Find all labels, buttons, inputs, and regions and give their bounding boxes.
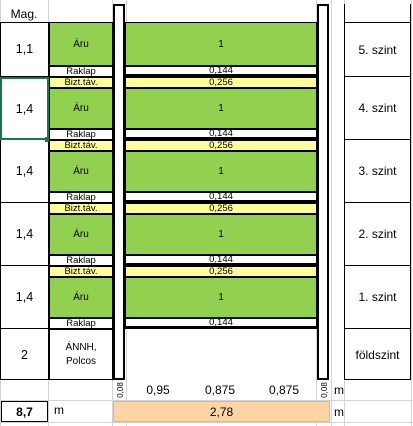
width-total[interactable]: 2,78 — [113, 401, 330, 422]
height-total-unit: m — [54, 403, 64, 417]
bizt-value-1: 0,256 — [125, 266, 317, 277]
szint-1: 1. szint — [344, 266, 411, 329]
raklap-label-1: Raklap — [49, 318, 113, 329]
mag-header: Mag. — [10, 6, 38, 21]
raklap-label-2: Raklap — [49, 255, 113, 266]
height-cell-1[interactable]: 1,4 — [0, 266, 49, 329]
raklap-value-2: 0,144 — [125, 255, 317, 265]
raklap-label-3: Raklap — [49, 192, 113, 203]
beam-5 — [125, 74, 317, 77]
bizt-value-4: 0,256 — [125, 77, 317, 88]
load-cell-1: 1 — [125, 277, 317, 318]
aru-cell-1: Áru — [49, 277, 113, 318]
beam-4 — [125, 137, 317, 140]
right-post-dim: 0,08 — [319, 382, 329, 398]
left-post — [113, 4, 125, 380]
width-unit: m — [334, 383, 344, 397]
raklap-label-5: Raklap — [49, 66, 113, 77]
szint-2: 2. szint — [344, 203, 411, 266]
right-post — [317, 4, 329, 380]
szint-5: 5. szint — [344, 22, 411, 77]
height-cell-3[interactable]: 1,4 — [0, 140, 49, 203]
aru-cell-3: Áru — [49, 151, 113, 192]
szint-3: 3. szint — [344, 140, 411, 203]
height-cell-4[interactable]: 1,4 — [0, 77, 49, 140]
beam-2 — [125, 263, 317, 266]
raklap-label-4: Raklap — [49, 129, 113, 140]
bizt-label-4: Bizt.táv. — [49, 77, 113, 88]
load-cell-4: 1 — [125, 88, 317, 129]
load-cell-3: 1 — [125, 151, 317, 192]
height-cell-5[interactable]: 1,1 — [0, 22, 49, 77]
raklap-value-1: 0,144 — [125, 318, 317, 328]
bizt-value-2: 0,256 — [125, 203, 317, 214]
aru-cell-4: Áru — [49, 88, 113, 129]
aru-cell-5: Áru — [49, 22, 113, 66]
bizt-label-3: Bizt.táv. — [49, 140, 113, 151]
width-total-unit: m — [334, 405, 344, 419]
beam-1 — [125, 326, 317, 329]
load-cell-2: 1 — [125, 214, 317, 255]
raklap-value-5: 0,144 — [125, 66, 317, 76]
bizt-label-1: Bizt.táv. — [49, 266, 113, 277]
height-column — [0, 22, 49, 380]
bizt-label-2: Bizt.táv. — [49, 203, 113, 214]
width-dim-3: 0,875 — [268, 383, 300, 397]
beam-3 — [125, 200, 317, 203]
height-total[interactable]: 8,7 — [1, 401, 48, 422]
ground-label-line2: Polcos — [65, 355, 96, 367]
width-dim-1: 0,95 — [146, 383, 170, 397]
raklap-value-4: 0,144 — [125, 129, 317, 139]
bizt-value-3: 0,256 — [125, 140, 317, 151]
height-cell-ground[interactable]: 2 — [21, 347, 28, 362]
height-cell-2[interactable]: 1,4 — [0, 203, 49, 266]
width-dim-2: 0,875 — [204, 383, 236, 397]
szint-4: 4. szint — [344, 77, 411, 140]
raklap-value-3: 0,144 — [125, 192, 317, 202]
aru-cell-2: Áru — [49, 214, 113, 255]
ground-label: ÁNNH, Polcos — [49, 329, 113, 380]
load-cell-5: 1 — [125, 22, 317, 66]
szint-ground: földszint — [355, 347, 400, 362]
left-post-dim: 0,08 — [115, 382, 125, 398]
ground-label-line1: ÁNNH, — [65, 341, 97, 353]
